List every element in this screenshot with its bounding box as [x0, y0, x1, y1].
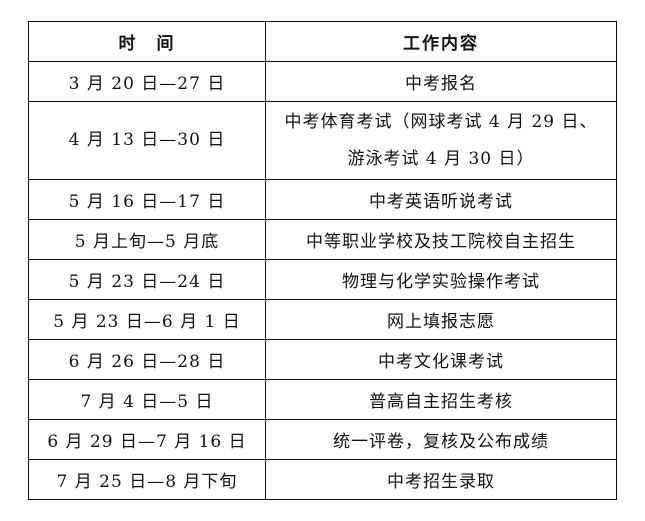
time-cell: 4 月 13 日—30 日 [28, 101, 266, 180]
time-cell: 6 月 29 日—7 月 16 日 [28, 419, 266, 460]
content-cell: 中等职业学校及技工院校自主招生 [265, 219, 617, 260]
time-cell: 7 月 25 日—8 月下旬 [28, 459, 266, 500]
content-cell: 统一评卷，复核及公布成绩 [265, 419, 617, 460]
content-cell: 中考文化课考试 [265, 339, 617, 380]
table-row: 6 月 26 日—28 日 中考文化课考试 [28, 339, 617, 380]
table-row: 5 月上旬—5 月底 中等职业学校及技工院校自主招生 [28, 219, 617, 260]
time-cell: 5 月 23 日—6 月 1 日 [28, 299, 266, 340]
table-row: 3 月 20 日—27 日 中考报名 [28, 61, 617, 102]
schedule-table: 时 间 工作内容 3 月 20 日—27 日 中考报名 4 月 13 日—30 … [28, 21, 617, 500]
table-row: 5 月 23 日—6 月 1 日 网上填报志愿 [28, 299, 617, 340]
content-cell: 中考报名 [265, 61, 617, 102]
table-row: 6 月 29 日—7 月 16 日 统一评卷，复核及公布成绩 [28, 419, 617, 460]
content-cell: 中考体育考试（网球考试 4 月 29 日、 游泳考试 4 月 30 日） [265, 101, 617, 180]
content-cell: 网上填报志愿 [265, 299, 617, 340]
header-time: 时 间 [28, 21, 266, 62]
content-line: 游泳考试 4 月 30 日） [347, 148, 535, 169]
time-cell: 3 月 20 日—27 日 [28, 61, 266, 102]
content-cell: 物理与化学实验操作考试 [265, 259, 617, 300]
header-content: 工作内容 [265, 21, 617, 62]
time-cell: 5 月 23 日—24 日 [28, 259, 266, 300]
time-cell: 5 月上旬—5 月底 [28, 219, 266, 260]
table-row: 7 月 4 日—5 日 普高自主招生考核 [28, 379, 617, 420]
content-cell: 中考招生录取 [265, 459, 617, 500]
table-row: 4 月 13 日—30 日 中考体育考试（网球考试 4 月 29 日、 游泳考试 … [28, 101, 617, 180]
time-cell: 7 月 4 日—5 日 [28, 379, 266, 420]
table-row: 5 月 23 日—24 日 物理与化学实验操作考试 [28, 259, 617, 300]
content-cell: 中考英语听说考试 [265, 179, 617, 220]
header-row: 时 间 工作内容 [28, 21, 617, 62]
time-cell: 6 月 26 日—28 日 [28, 339, 266, 380]
table-row: 5 月 16 日—17 日 中考英语听说考试 [28, 179, 617, 220]
content-cell: 普高自主招生考核 [265, 379, 617, 420]
content-line: 中考体育考试（网球考试 4 月 29 日、 [284, 111, 598, 132]
table-row: 7 月 25 日—8 月下旬 中考招生录取 [28, 459, 617, 500]
time-cell: 5 月 16 日—17 日 [28, 179, 266, 220]
